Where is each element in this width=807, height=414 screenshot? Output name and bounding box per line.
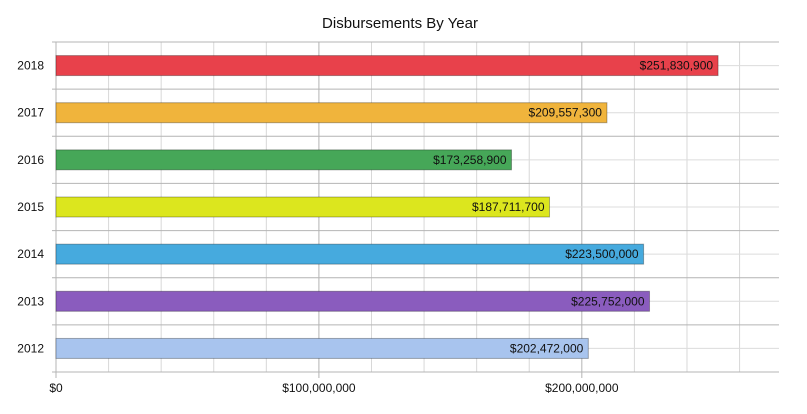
x-axis-labels: $0 $100,000,000 $200,000,000 — [49, 381, 619, 395]
data-label: $173,258,900 — [433, 153, 507, 167]
y-tick-label: 2017 — [17, 106, 44, 120]
data-label: $223,500,000 — [565, 247, 639, 261]
y-tick-label: 2012 — [17, 341, 44, 355]
data-label: $225,752,000 — [571, 294, 645, 308]
bar-2015[interactable] — [55, 196, 551, 218]
bar-2013[interactable] — [55, 290, 651, 312]
x-tick-label: $100,000,000 — [282, 381, 356, 395]
bar-2016[interactable] — [55, 149, 513, 171]
bar-2014[interactable] — [55, 243, 645, 265]
bar-2018[interactable] — [55, 55, 719, 77]
y-tick-label: 2014 — [17, 247, 44, 261]
x-tick-label: $0 — [49, 381, 63, 395]
data-label: $209,557,300 — [529, 106, 603, 120]
data-label: $202,472,000 — [510, 341, 584, 355]
bars: $251,830,900 $209,557,300 $173,258,900 $187… — [55, 55, 719, 359]
y-tick-label: 2015 — [17, 200, 44, 214]
y-tick-label: 2013 — [17, 294, 44, 308]
data-label: $251,830,900 — [640, 59, 714, 73]
chart-title: Disbursements By Year — [322, 15, 478, 32]
data-label: $187,711,700 — [472, 200, 545, 214]
x-tick-label: $200,000,000 — [545, 381, 619, 395]
bar-2012[interactable] — [55, 337, 589, 359]
y-tick-label: 2018 — [17, 59, 44, 73]
y-tick-label: 2016 — [17, 153, 44, 167]
y-axis-labels: 2018 2017 2016 2015 2014 2013 2012 — [17, 59, 44, 356]
bar-2017[interactable] — [55, 102, 608, 124]
